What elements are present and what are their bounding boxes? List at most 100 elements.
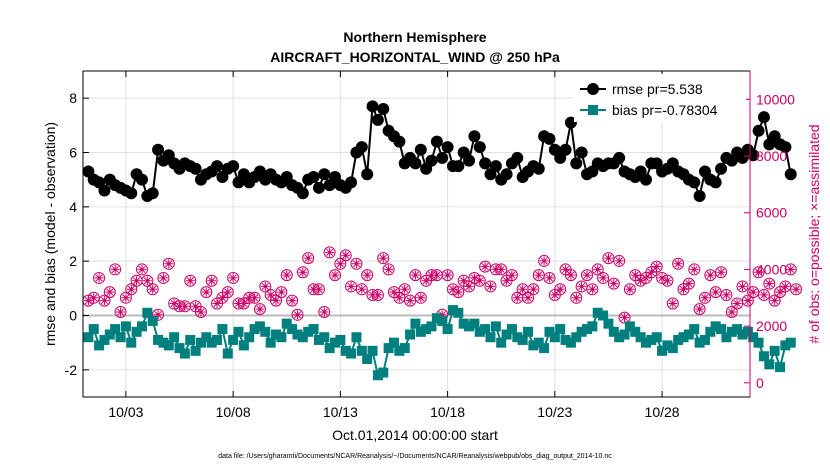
obs-assimilated-point	[394, 293, 404, 303]
obs-possible-point	[184, 274, 197, 287]
bias-point	[271, 329, 282, 340]
rmse-point	[409, 157, 422, 170]
obs-assimilated-point	[561, 264, 571, 274]
obs-assimilated-point	[545, 273, 554, 283]
bias-point	[544, 326, 555, 337]
obs-possible-point	[586, 283, 599, 296]
x-axis-ticks: 10/03 10/08 10/13 10/18 10/23 10/28	[108, 71, 680, 420]
obs-possible-point	[757, 288, 770, 301]
bias-point	[485, 332, 496, 343]
obs-assimilated-point	[534, 270, 544, 280]
bias-point	[351, 332, 362, 343]
obs-possible-point	[382, 263, 395, 276]
rmse-point	[441, 141, 454, 154]
obs-possible-point	[103, 286, 116, 299]
rmse-point	[361, 168, 374, 181]
rmse-point	[296, 187, 309, 200]
bias-point	[287, 324, 298, 335]
obs-assimilated-point	[94, 273, 104, 283]
obs-possible-point	[409, 269, 422, 282]
obs-possible-point	[296, 266, 309, 279]
obs-assimilated-point	[550, 290, 560, 300]
obs-assimilated-point	[582, 270, 592, 280]
rmse-point	[564, 116, 577, 129]
obs-possible-point	[361, 269, 374, 282]
bias-point	[683, 329, 694, 340]
rmse-point	[430, 135, 443, 148]
obs-possible-point	[350, 257, 363, 270]
bias-point	[533, 337, 544, 348]
obs-assimilated-point	[126, 284, 136, 294]
bias-point	[313, 334, 324, 345]
bias-point	[662, 340, 673, 351]
bias-point	[249, 324, 260, 335]
obs-possible-point	[720, 288, 733, 301]
bias-point	[254, 321, 265, 332]
obs-possible-markers	[82, 246, 803, 324]
obs-possible-point	[227, 271, 240, 284]
bias-point	[372, 370, 383, 381]
obs-possible-point	[768, 294, 781, 307]
bias-point	[769, 345, 780, 356]
rmse-point	[688, 176, 701, 189]
legend-box	[574, 74, 746, 122]
obs-assimilated-point	[298, 267, 308, 277]
bias-point	[646, 334, 657, 345]
obs-assimilated-point	[587, 284, 597, 294]
obs-possible-point	[339, 249, 352, 262]
rmse-point	[532, 162, 545, 175]
obs-assimilated-point	[443, 270, 453, 280]
obs-assimilated-point	[362, 270, 372, 280]
bias-point	[517, 334, 528, 345]
bias-point	[726, 326, 737, 337]
obs-possible-point	[698, 291, 711, 304]
x-tick-label: 10/23	[537, 404, 572, 420]
obs-possible-point	[527, 283, 540, 296]
obs-assimilated-point	[684, 279, 694, 289]
obs-assimilated-point	[400, 284, 410, 294]
y-right-tick-label: 4000	[756, 261, 787, 277]
bias-point	[447, 305, 458, 316]
obs-possible-point	[280, 269, 293, 282]
bias-point	[624, 321, 635, 332]
obs-assimilated-point	[566, 270, 576, 280]
rmse-point	[211, 160, 224, 173]
bias-point	[94, 340, 105, 351]
obs-assimilated-point	[335, 259, 345, 269]
obs-assimilated-point	[105, 287, 115, 297]
rmse-point	[473, 141, 486, 154]
bias-point	[394, 345, 405, 356]
bias-point	[308, 324, 319, 335]
bias-point	[582, 324, 593, 335]
obs-possible-point	[463, 280, 476, 293]
bias-point	[565, 337, 576, 348]
obs-assimilated-point	[234, 299, 243, 308]
obs-assimilated-point	[727, 307, 737, 317]
obs-assimilated-point	[555, 284, 565, 294]
bias-point	[549, 332, 560, 343]
obs-possible-point	[613, 254, 626, 267]
obs-assimilated-point	[314, 284, 324, 294]
obs-assimilated-point	[732, 299, 742, 308]
y-right-tick-label: 6000	[756, 205, 787, 221]
obs-possible-point	[607, 277, 620, 290]
obs-assimilated-point	[319, 307, 329, 317]
y-right-axis-ticks: 0 2000 4000 6000 8000 10000	[744, 71, 795, 397]
bias-point	[190, 345, 201, 356]
obs-assimilated-point	[673, 259, 683, 269]
bias-point	[737, 329, 748, 340]
obs-assimilated-point	[357, 284, 367, 294]
chart-title-line2: AIRCRAFT_HORIZONTAL_WIND @ 250 hPa	[270, 49, 560, 65]
obs-assimilated-point	[518, 284, 528, 294]
rmse-point	[559, 143, 572, 156]
bias-point	[217, 324, 228, 335]
rmse-point	[468, 130, 481, 143]
obs-assimilated-point	[217, 293, 227, 303]
rmse-point	[125, 187, 138, 200]
bias-point	[587, 321, 598, 332]
bias-point	[265, 337, 276, 348]
bias-point	[608, 326, 619, 337]
bias-point	[174, 343, 185, 354]
obs-assimilated-point	[207, 276, 217, 286]
